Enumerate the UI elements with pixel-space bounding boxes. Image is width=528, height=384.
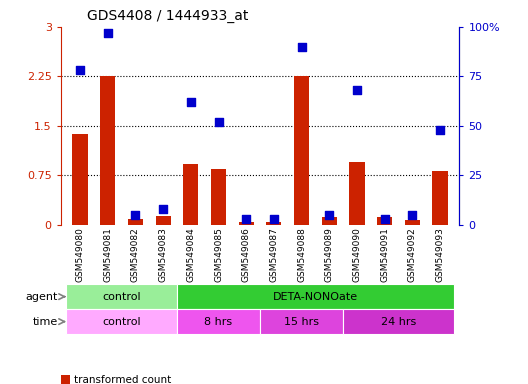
Text: GSM549081: GSM549081 (103, 228, 112, 283)
Point (270, 216, 278, 222)
Point (103, 30, 112, 36)
Text: GSM549088: GSM549088 (297, 228, 306, 283)
Bar (100, 76, 116, 225)
Text: control: control (102, 316, 141, 327)
Text: GDS4408 / 1444933_at: GDS4408 / 1444933_at (87, 9, 249, 23)
Text: GSM549089: GSM549089 (325, 228, 334, 283)
Bar (350, 162, 364, 225)
Text: GSM549093: GSM549093 (436, 228, 445, 283)
Text: GSM549080: GSM549080 (76, 228, 84, 283)
Bar (260, 309, 343, 334)
Point (242, 216, 250, 222)
Point (131, 212, 140, 218)
Bar (294, 76, 309, 225)
Bar (177, 284, 454, 309)
Bar (211, 169, 226, 225)
Text: agent: agent (26, 291, 58, 302)
Bar (266, 222, 281, 225)
Point (297, 43, 306, 50)
Text: GSM549092: GSM549092 (408, 228, 417, 282)
Text: GSM549086: GSM549086 (242, 228, 251, 283)
Bar (66, 284, 177, 309)
Bar (404, 220, 420, 225)
Text: 8 hrs: 8 hrs (204, 316, 232, 327)
Bar (183, 164, 199, 225)
Text: GSM549084: GSM549084 (186, 228, 195, 282)
Bar (343, 309, 454, 334)
Bar (66, 309, 177, 334)
Point (353, 87, 361, 93)
Text: GSM549091: GSM549091 (380, 228, 389, 283)
Text: GSM549090: GSM549090 (352, 228, 362, 283)
Bar (128, 219, 143, 225)
Text: GSM549085: GSM549085 (214, 228, 223, 283)
Text: control: control (102, 291, 141, 302)
Text: GSM549082: GSM549082 (131, 228, 140, 282)
Bar (377, 217, 392, 225)
Bar (322, 217, 337, 225)
Bar (432, 170, 448, 225)
Text: time: time (33, 316, 58, 327)
Point (380, 216, 389, 222)
Text: GSM549083: GSM549083 (158, 228, 168, 283)
Bar (156, 216, 171, 225)
Point (186, 99, 195, 105)
Text: 15 hrs: 15 hrs (284, 316, 319, 327)
Text: GSM549087: GSM549087 (269, 228, 278, 283)
Bar (72, 134, 88, 225)
Point (214, 119, 223, 125)
Text: 24 hrs: 24 hrs (381, 316, 416, 327)
Point (159, 206, 167, 212)
Point (76, 67, 84, 73)
Text: DETA-NONOate: DETA-NONOate (273, 291, 358, 302)
Point (436, 127, 444, 133)
Text: transformed count: transformed count (74, 375, 171, 384)
Point (408, 212, 417, 218)
Bar (177, 309, 260, 334)
Point (325, 212, 334, 218)
Bar (239, 222, 254, 225)
